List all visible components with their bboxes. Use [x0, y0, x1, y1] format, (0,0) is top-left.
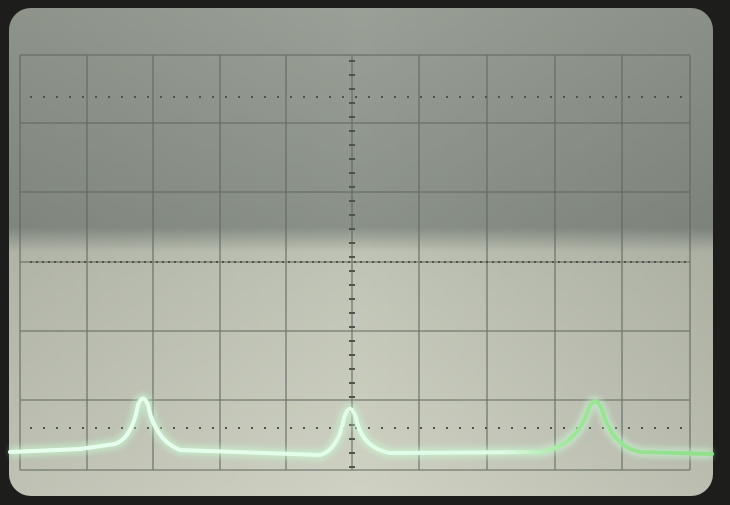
trace: [8, 393, 714, 461]
trace-line: [8, 396, 714, 457]
graticule-dots: [30, 60, 690, 470]
screen-shade: [9, 8, 713, 496]
